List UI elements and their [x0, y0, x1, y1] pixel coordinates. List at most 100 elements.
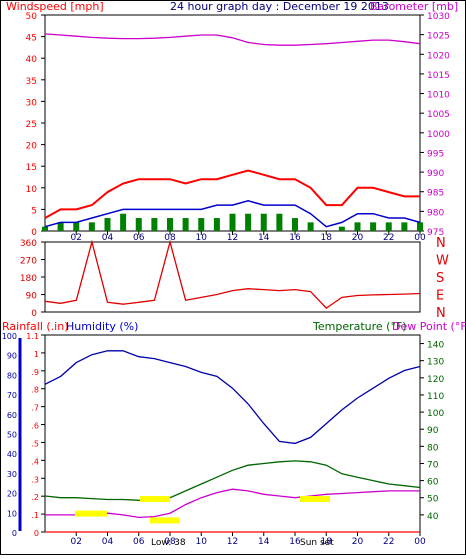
wind-y-tick-label: 20 — [26, 142, 38, 152]
wind-bar — [292, 218, 298, 231]
temperature-tick-label: 60 — [427, 478, 439, 488]
barometer-line — [44, 33, 421, 46]
dewpoint-axis-label: Dew Point (°F) — [392, 320, 466, 333]
wind-bar — [42, 226, 48, 231]
rain-tick-label: 1.1 — [26, 332, 39, 341]
barometer-tick-label: 985 — [427, 189, 444, 199]
wind-x-tick-label: 08 — [164, 233, 176, 243]
humidity-tick-label: 10 — [7, 509, 17, 518]
direction-y-tick-label: 270 — [20, 257, 37, 267]
low-temperature-label: Low: 38 — [151, 538, 186, 548]
lower-x-tick-label: 22 — [383, 537, 394, 547]
rain-tick-label: .3 — [31, 475, 39, 484]
temperature-tick-label: 80 — [427, 443, 439, 453]
average-line — [44, 200, 421, 228]
temperature-axis-label: Temperature (°F) — [312, 320, 407, 333]
wind-bar — [370, 222, 377, 231]
wind-bar — [354, 222, 361, 231]
rain-tick-label: .4 — [31, 457, 39, 466]
barometer-tick-label: 1015 — [427, 71, 450, 81]
lower-x-tick-label: 04 — [102, 537, 114, 547]
lower-x-tick-label: 06 — [133, 537, 145, 547]
wind-y-tick-label: 5 — [31, 206, 37, 216]
wind-y-tick-label: 0 — [31, 228, 37, 238]
wind-x-tick-label: 20 — [352, 233, 364, 243]
wind-bar — [401, 222, 408, 231]
lower-x-tick-label: 18 — [321, 537, 333, 547]
wind-bar — [198, 218, 205, 231]
wind-x-tick-label: 22 — [383, 233, 394, 243]
chart-title: 24 hour graph day : December 19 2013 — [170, 0, 389, 13]
wind-bar — [385, 222, 392, 231]
temperature-tick-label: 120 — [427, 375, 444, 385]
rain-tick-label: .5 — [31, 439, 39, 448]
rain-tick-label: .8 — [31, 386, 39, 395]
lower-x-tick-label: 16 — [289, 537, 301, 547]
wind-x-tick-label: 18 — [321, 233, 333, 243]
wind-bar — [57, 222, 64, 231]
wind-bar — [417, 222, 423, 231]
lower-layer: 01020304050607080901000.1.2.3.4.5.6.7.8.… — [2, 332, 445, 547]
wind-bar — [276, 213, 283, 231]
rain-tick-label: .1 — [31, 511, 39, 520]
wind-bar — [151, 218, 158, 231]
barometer-tick-label: 1010 — [427, 91, 450, 101]
rain-tick-label: .9 — [31, 368, 39, 377]
barometer-tick-label: 1025 — [427, 32, 450, 42]
rain-tick-label: .2 — [31, 493, 39, 502]
humidity-axis-label: Humidity (%) — [66, 320, 138, 333]
barometer-tick-label: 980 — [427, 208, 444, 218]
wind-y-tick-label: 45 — [26, 34, 37, 44]
compass-label: N — [436, 306, 446, 321]
direction-y-tick-label: 90 — [26, 292, 38, 302]
direction-line — [44, 239, 421, 309]
direction-y-tick-label: 360 — [20, 239, 37, 249]
dewpoint-line — [45, 488, 420, 519]
sun-marker — [75, 510, 107, 517]
rainfall-axis-label: Rainfall (.in) — [2, 320, 69, 333]
direction-y-tick-label: 0 — [31, 309, 37, 319]
wind-y-tick-label: 30 — [26, 98, 38, 108]
lower-x-tick-label: 20 — [352, 537, 364, 547]
compass-label: N — [436, 236, 446, 251]
temperature-tick-label: 40 — [427, 512, 439, 522]
humidity-tick-label: 90 — [7, 352, 17, 361]
direction-y-tick-label: 180 — [20, 274, 37, 284]
barometer-tick-label: 990 — [427, 169, 444, 179]
humidity-tick-label: 100 — [2, 332, 17, 341]
lower-x-tick-label: 02 — [71, 537, 82, 547]
wind-bar — [229, 213, 236, 231]
wind-x-tick-label: 06 — [133, 233, 145, 243]
wind-bar — [245, 213, 252, 231]
temperature-line — [44, 460, 421, 501]
humidity-tick-label: 30 — [7, 470, 17, 479]
barometer-tick-label: 1000 — [427, 130, 450, 140]
wind-layer: 0510152025303540455097598098599099510001… — [26, 12, 451, 243]
barometer-tick-label: 1020 — [427, 51, 450, 61]
windspeed-axis-label: Windspeed [mph] — [6, 0, 104, 13]
wind-bar — [135, 218, 142, 231]
wind-y-tick-label: 10 — [26, 185, 38, 195]
humidity-tick-label: 80 — [7, 371, 17, 380]
barometer-tick-label: 975 — [427, 228, 444, 238]
temperature-tick-label: 50 — [427, 495, 439, 505]
barometer-tick-label: 1005 — [427, 110, 450, 120]
wind-bar — [260, 213, 267, 231]
wind-bar — [73, 222, 80, 231]
wind-y-tick-label: 25 — [26, 120, 37, 130]
sunset-label: Sun set — [300, 538, 334, 548]
compass-label: E — [436, 289, 444, 304]
humidity-tick-label: 0 — [12, 529, 17, 538]
barometer-tick-label: 995 — [427, 149, 444, 159]
lower-x-tick-label: 12 — [227, 537, 238, 547]
wind-bar — [120, 213, 127, 231]
temperature-tick-label: 130 — [427, 358, 444, 368]
wind-x-tick-label: 16 — [289, 233, 301, 243]
gust-line — [44, 169, 420, 219]
barometer-axis-label: Barometer [mb] — [370, 0, 458, 13]
rain-tick-label: .6 — [31, 422, 39, 431]
